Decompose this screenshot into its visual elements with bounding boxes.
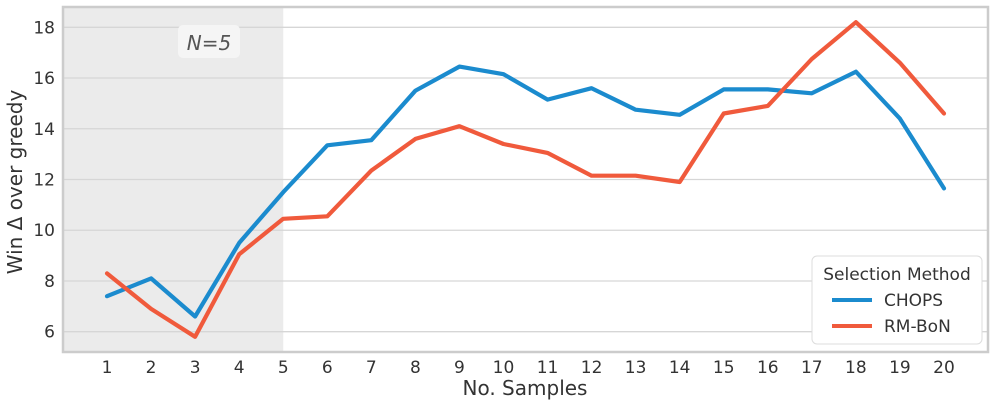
annotation-n5: N=5 <box>178 25 240 58</box>
x-tick-label: 4 <box>234 358 245 378</box>
legend-label-chops: CHOPS <box>884 291 943 311</box>
x-tick-labels: 1 2 3 4 5 6 7 8 9 10 11 12 13 14 15 16 17 18 19 20 <box>102 358 955 378</box>
y-tick-label: 18 <box>33 18 55 38</box>
legend-label-rm-bon: RM-BoN <box>884 317 951 337</box>
y-tick-label: 8 <box>44 272 55 292</box>
x-tick-label: 8 <box>410 358 421 378</box>
legend-title: Selection Method <box>823 265 971 285</box>
x-axis-label: No. Samples <box>463 376 588 400</box>
y-axis-label: Win Δ over greedy <box>3 90 27 275</box>
x-tick-label: 2 <box>146 358 157 378</box>
x-tick-label: 13 <box>625 358 647 378</box>
x-tick-label: 7 <box>366 358 377 378</box>
x-tick-label: 14 <box>669 358 691 378</box>
x-tick-label: 1 <box>102 358 113 378</box>
y-tick-label: 12 <box>33 171 55 191</box>
x-tick-label: 11 <box>537 358 559 378</box>
x-tick-label: 10 <box>493 358 515 378</box>
legend-box <box>811 255 983 345</box>
x-tick-label: 17 <box>801 358 823 378</box>
y-tick-label: 16 <box>33 69 55 89</box>
x-tick-label: 18 <box>845 358 867 378</box>
x-tick-label: 15 <box>713 358 735 378</box>
legend: Selection Method CHOPS RM-BoN <box>811 255 983 345</box>
y-tick-label: 10 <box>33 221 55 241</box>
x-tick-label: 9 <box>454 358 465 378</box>
x-tick-label: 3 <box>190 358 201 378</box>
series-lines <box>104 20 947 339</box>
x-tick-label: 5 <box>278 358 289 378</box>
annotation-label: N=5 <box>187 31 231 55</box>
y-tick-labels: 6 8 10 12 14 16 18 <box>33 18 55 342</box>
x-tick-label: 16 <box>757 358 779 378</box>
x-tick-label: 12 <box>581 358 603 378</box>
annotation-box <box>178 25 240 58</box>
y-tick-label: 6 <box>44 323 55 343</box>
x-tick-label: 19 <box>889 358 911 378</box>
y-tick-label: 14 <box>33 120 55 140</box>
series-line-rm-bon <box>104 20 947 339</box>
plot-border <box>61 5 990 354</box>
x-tick-label: 6 <box>322 358 333 378</box>
x-tick-label: 20 <box>933 358 955 378</box>
series-line-chops <box>104 64 947 319</box>
